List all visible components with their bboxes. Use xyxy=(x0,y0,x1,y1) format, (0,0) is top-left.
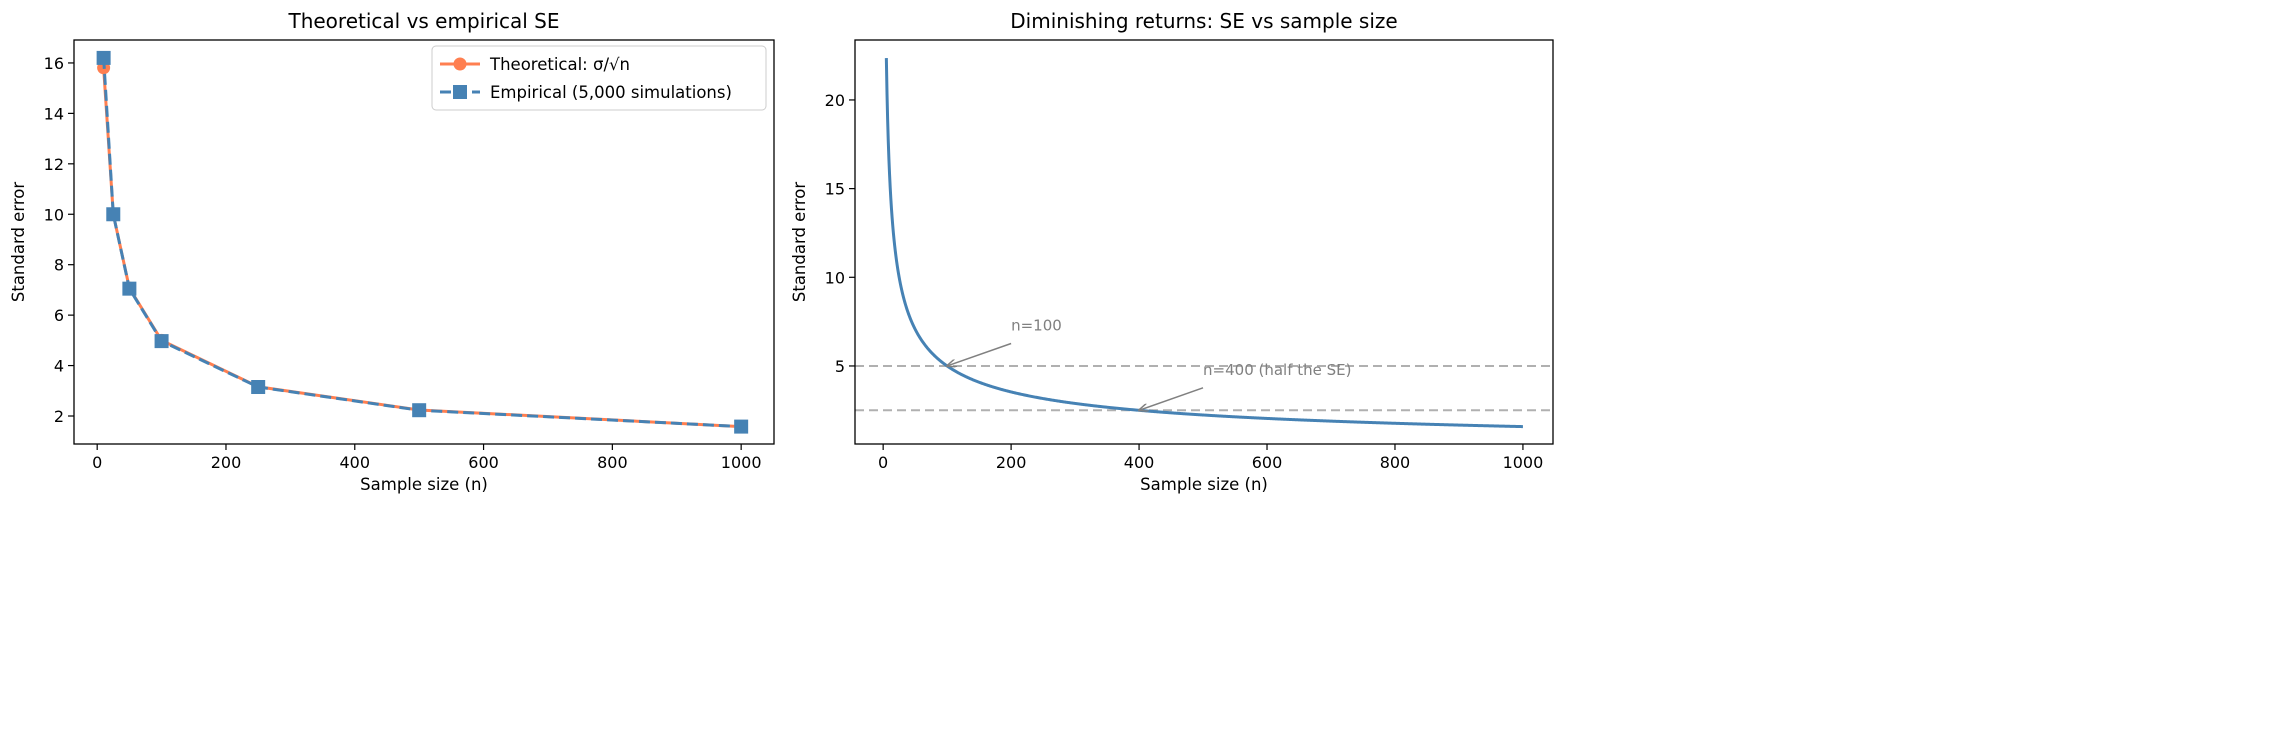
y-tick-label: 10 xyxy=(44,205,64,224)
legend-marker xyxy=(453,57,467,71)
x-tick-label: 800 xyxy=(1380,453,1411,472)
data-point xyxy=(122,281,137,296)
chart-1: Diminishing returns: SE vs sample size Sa… xyxy=(790,9,1554,494)
y-tick-label: 5 xyxy=(835,357,845,376)
data-point xyxy=(154,334,169,349)
y-tick-label: 12 xyxy=(44,155,64,174)
y-tick-label: 4 xyxy=(54,357,64,376)
legend-frame xyxy=(431,45,767,111)
x-tick-label: 0 xyxy=(878,453,888,472)
plot-area xyxy=(855,58,1553,429)
x-tick-label: 600 xyxy=(468,453,499,472)
data-point xyxy=(106,207,121,222)
y-tick-label: 10 xyxy=(825,268,845,287)
data-point xyxy=(251,380,266,395)
legend-marker xyxy=(453,85,467,99)
data-point xyxy=(96,50,111,65)
annotation-arrow xyxy=(947,342,1012,365)
plot-area xyxy=(96,50,749,434)
y-tick-label: 20 xyxy=(825,91,845,110)
series-line-0 xyxy=(102,67,742,429)
data-point xyxy=(412,403,427,418)
axes-frame xyxy=(73,39,775,445)
x-tick-label: 1000 xyxy=(721,453,762,472)
y-tick-label: 8 xyxy=(54,256,64,275)
y-tick-label: 14 xyxy=(44,104,64,123)
x-tick-label: 1000 xyxy=(1503,453,1544,472)
y-tick-label: 6 xyxy=(54,306,64,325)
x-tick-label: 0 xyxy=(92,453,102,472)
annotation-arrow xyxy=(1139,387,1204,410)
y-tick-label: 2 xyxy=(54,407,64,426)
x-tick-label: 600 xyxy=(1252,453,1283,472)
annotation-label: n=100 xyxy=(1011,316,1062,334)
x-tick-label: 200 xyxy=(996,453,1027,472)
chart-0: Theoretical vs empirical SE Sample size (… xyxy=(9,9,775,494)
legend-label: Empirical (5,000 simulations) xyxy=(490,83,732,102)
axes-frame xyxy=(854,39,1554,445)
x-tick-label: 400 xyxy=(1124,453,1155,472)
legend-label: Theoretical: σ/√n xyxy=(489,55,630,74)
y-tick-label: 15 xyxy=(825,180,845,199)
annotation-label: n=400 (half the SE) xyxy=(1203,361,1351,379)
data-point xyxy=(734,419,749,434)
y-tick-label: 16 xyxy=(44,54,64,73)
chart-title: Diminishing returns: SE vs sample size xyxy=(1010,9,1397,33)
series-line-1 xyxy=(102,57,742,429)
x-tick-label: 400 xyxy=(339,453,370,472)
chart-title: Theoretical vs empirical SE xyxy=(287,9,559,33)
legend: Theoretical: σ/√n Empirical (5,000 simula… xyxy=(431,45,767,111)
x-tick-label: 800 xyxy=(597,453,628,472)
x-tick-label: 200 xyxy=(211,453,242,472)
x-axis-label: Sample size (n) xyxy=(360,475,488,494)
x-axis-label: Sample size (n) xyxy=(1140,475,1268,494)
se-curve xyxy=(884,58,1523,429)
y-axis-label: Standard error xyxy=(790,182,809,302)
y-axis-label: Standard error xyxy=(9,182,28,302)
